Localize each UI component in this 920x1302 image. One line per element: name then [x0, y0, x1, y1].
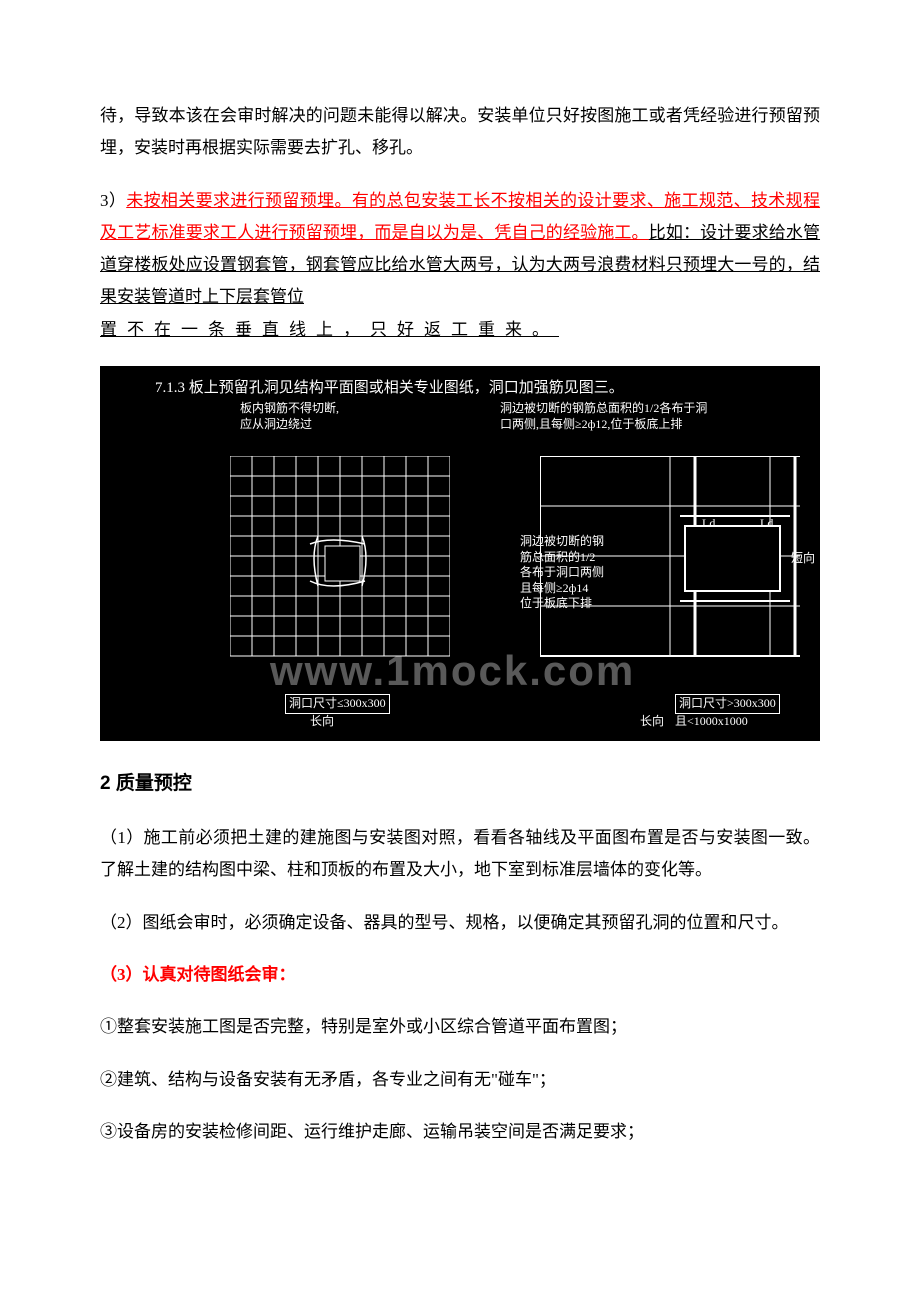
label-ld-2: Ld — [760, 516, 773, 532]
label-top-left: 板内钢筋不得切断, 应从洞边绕过 — [240, 401, 339, 432]
label-line: 洞边被切断的钢 — [520, 534, 604, 550]
paragraph-5-red: （3）认真对待图纸会审： — [100, 959, 820, 991]
para2-prefix: 3） — [100, 191, 126, 210]
para2-spaced: 置不在一条垂直线上，只好返工重来。 — [100, 320, 559, 339]
label-right-side: 短向 — [791, 551, 815, 567]
section-2-heading: 2 质量预控 — [100, 766, 820, 802]
label-bottom-right-box: 洞口尺寸>300x300 — [675, 694, 780, 714]
technical-diagram: 7.1.3 板上预留孔洞见结构平面图或相关专业图纸，洞口加强筋见图三。 板内钢筋… — [100, 366, 820, 741]
paragraph-8: ③设备房的安装检修间距、运行维护走廊、运输吊装空间是否满足要求； — [100, 1116, 820, 1148]
label-line: 应从洞边绕过 — [240, 417, 339, 433]
label-bottom-right-3: 长向 — [640, 714, 664, 730]
label-line: 筋总面积的1/2 — [520, 550, 604, 566]
label-ld-1: Ld — [702, 516, 715, 532]
paragraph-1: 待，导致本该在会审时解决的问题未能得以解决。安装单位只好按图施工或者凭经验进行预… — [100, 100, 820, 165]
label-line: 口两侧,且每侧≥2ф12,位于板底上排 — [500, 417, 707, 433]
paragraph-3: （1）施工前必须把土建的建施图与安装图对照，看看各轴线及平面图布置是否与安装图一… — [100, 822, 820, 887]
label-bottom-right-2: 且<1000x1000 — [675, 714, 748, 730]
paragraph-6: ①整套安装施工图是否完整，特别是室外或小区综合管道平面布置图； — [100, 1011, 820, 1043]
paragraph-7: ②建筑、结构与设备安装有无矛盾，各专业之间有无"碰车"； — [100, 1064, 820, 1096]
label-mid-right: 洞边被切断的钢 筋总面积的1/2 各布于洞口两侧 且每侧≥2ф14 位于板底下排 — [520, 534, 604, 612]
label-line: 板内钢筋不得切断, — [240, 401, 339, 417]
watermark: www.1mock.com — [270, 631, 635, 711]
diagram-title: 7.1.3 板上预留孔洞见结构平面图或相关专业图纸，洞口加强筋见图三。 — [155, 374, 624, 403]
label-line: 洞边被切断的钢筋总面积的1/2各布于洞 — [500, 401, 707, 417]
label-bottom-left-2: 长向 — [310, 714, 334, 730]
label-line: 且每侧≥2ф14 — [520, 581, 604, 597]
label-line: 位于板底下排 — [520, 596, 604, 612]
paragraph-4: （2）图纸会审时，必须确定设备、器具的型号、规格，以便确定其预留孔洞的位置和尺寸… — [100, 907, 820, 939]
paragraph-2: 3）未按相关要求进行预留预埋。有的总包安装工长不按相关的设计要求、施工规范、技术… — [100, 185, 820, 346]
label-line: 各布于洞口两侧 — [520, 565, 604, 581]
label-top-right: 洞边被切断的钢筋总面积的1/2各布于洞 口两侧,且每侧≥2ф12,位于板底上排 — [500, 401, 707, 432]
